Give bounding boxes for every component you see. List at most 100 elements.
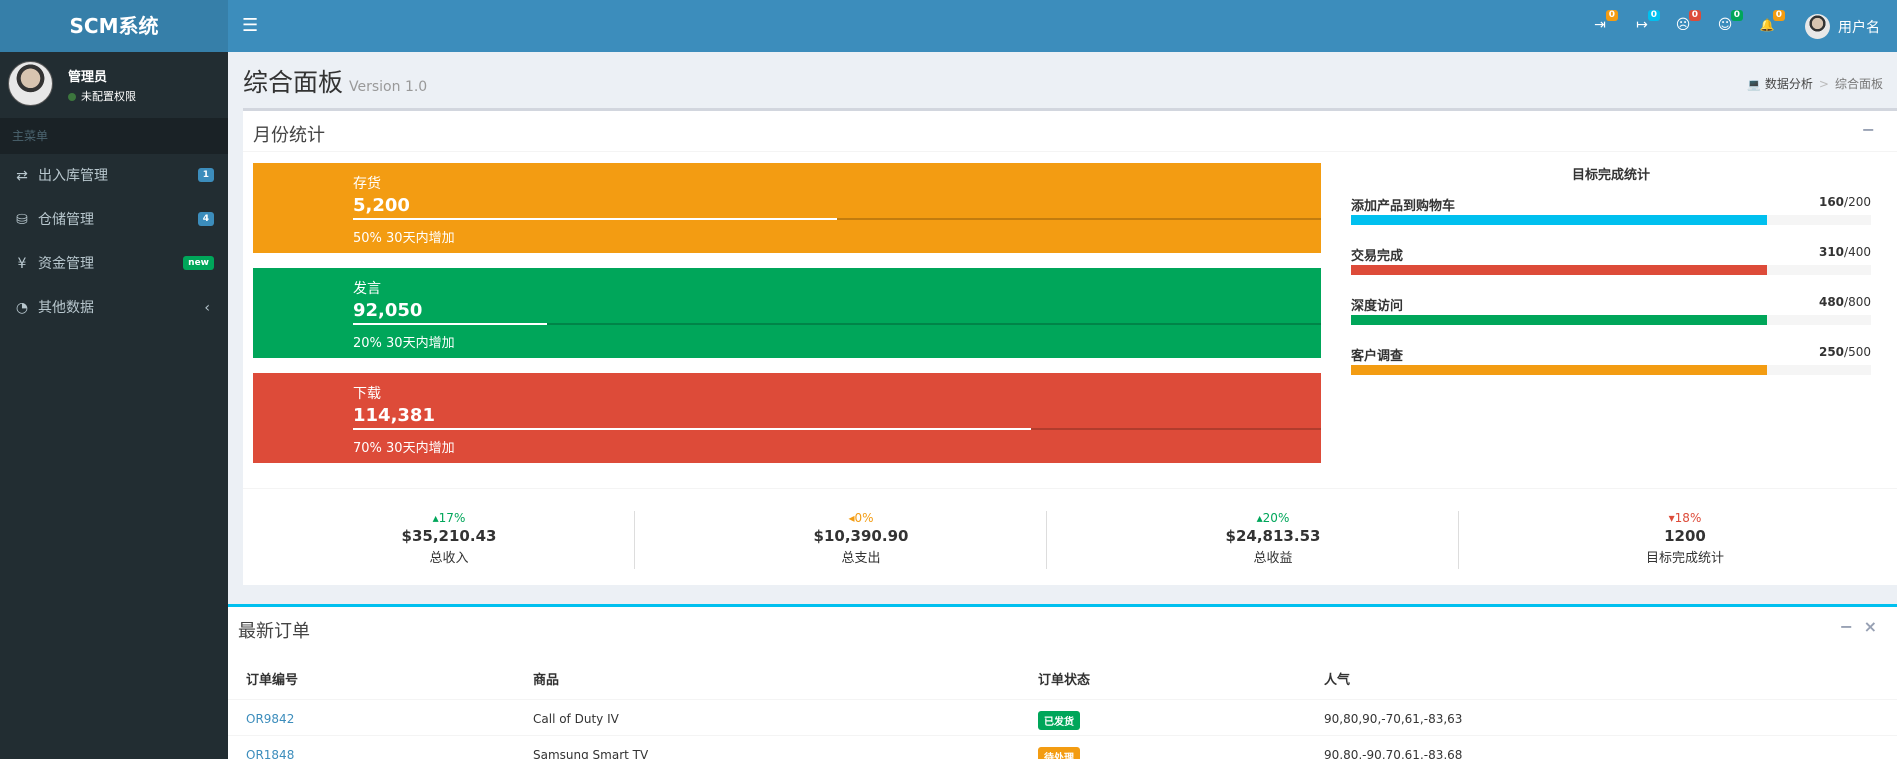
info-box-progress-fill [353, 218, 837, 220]
user-panel: 管理员 未配置权限 [0, 52, 228, 118]
info-box-progress-fill [353, 428, 1031, 430]
sign-out-icon[interactable]: ↦ 0 [1632, 10, 1660, 33]
stat-percent: ▴20% [1067, 511, 1479, 525]
user-menu[interactable]: 用户名 [1838, 20, 1880, 36]
top-navbar: ☰ ⇥ 0 ↦ 0 ☹ 0 ☺ 0 🔔 0 用户名 [228, 0, 1897, 52]
collapse-button[interactable]: − [1861, 120, 1875, 139]
goal-count: 310/400 [1819, 245, 1871, 259]
stat-goal-completion: ▾18% 1200 目标完成统计 [1479, 511, 1891, 566]
goal-progress: 深度访问 480/800 [1351, 295, 1871, 325]
goal-track [1351, 315, 1871, 325]
database-icon: ⛁ [16, 212, 28, 228]
sign-in-icon[interactable]: ⇥ 0 [1590, 10, 1618, 33]
info-box-label: 存货 [353, 176, 381, 192]
sidebar-item-funds[interactable]: ¥ 资金管理 new [0, 242, 228, 286]
info-box-label: 发言 [353, 281, 381, 297]
goal-progress: 添加产品到购物车 160/200 [1351, 195, 1871, 225]
goal-fill [1351, 315, 1767, 325]
order-item: Samsung Smart TV [533, 748, 649, 759]
order-status: 已发货 [1038, 711, 1080, 730]
info-box-progress [353, 218, 1321, 220]
goal-fill [1351, 215, 1767, 225]
info-box-value: 5,200 [353, 195, 410, 216]
sign-in-glyph: ⇥ [1594, 17, 1606, 33]
goal-total: /400 [1844, 245, 1871, 259]
caret-left-icon: ◂ [848, 511, 855, 525]
menu-toggle-icon[interactable]: ☰ [242, 15, 259, 36]
goal-progress: 客户调查 250/500 [1351, 345, 1871, 375]
order-id-link[interactable]: OR9842 [246, 712, 295, 726]
sidebar-item-other[interactable]: ◔ 其他数据 ‹ [0, 286, 228, 330]
notification-badge: 0 [1688, 10, 1701, 21]
sidebar-item-storage[interactable]: ⛁ 仓储管理 4 [0, 198, 228, 242]
divider [243, 151, 1897, 152]
stat-percent: ▴17% [243, 511, 655, 525]
monthly-stats-box: 月份统计 − 存货 5,200 50% 30天内增加 发言 92,050 20%… [243, 108, 1897, 585]
goal-label: 交易完成 [1351, 249, 1404, 264]
box-title: 月份统计 [253, 125, 325, 146]
breadcrumb-separator: > [1818, 77, 1829, 91]
app-logo[interactable]: SCM系统 [0, 0, 228, 52]
exchange-icon: ⇄ [16, 168, 28, 184]
smile-glyph: ☺ [1717, 17, 1733, 33]
sidebar-item-inout[interactable]: ⇄ 出入库管理 1 [0, 154, 228, 198]
frown-icon[interactable]: ☹ 0 [1673, 10, 1701, 33]
order-status: 待处理 [1038, 747, 1080, 759]
order-id-link[interactable]: OR1848 [246, 748, 295, 759]
user-status-text: 未配置权限 [81, 90, 136, 103]
stat-total-income: ▴17% $35,210.43 总收入 [243, 511, 655, 566]
goal-count: 250/500 [1819, 345, 1871, 359]
stat-percent: ▾18% [1479, 511, 1891, 525]
user-avatar[interactable] [1805, 14, 1830, 39]
stat-value: $24,813.53 [1225, 527, 1321, 545]
sidebar-item-label: 资金管理 [38, 256, 94, 272]
info-box-value: 92,050 [353, 300, 423, 321]
latest-orders-box: 最新订单 − × 订单编号 商品 订单状态 人气 OR9842 Call of … [228, 604, 1897, 759]
info-box-value: 114,381 [353, 405, 435, 426]
stat-total-expense: ◂0% $10,390.90 总支出 [655, 511, 1067, 566]
goals-title: 目标完成统计 [1571, 168, 1650, 183]
user-name: 管理员 [68, 70, 108, 85]
goal-count: 480/800 [1819, 295, 1871, 309]
goal-total: /200 [1844, 195, 1871, 209]
stat-percent-value: 20% [1262, 511, 1290, 525]
box-title: 最新订单 [238, 621, 310, 642]
user-status: 未配置权限 [68, 88, 136, 104]
column-header-order-id: 订单编号 [246, 673, 299, 688]
online-dot-icon [68, 93, 76, 101]
table-header-divider [228, 699, 1897, 700]
goal-track [1351, 215, 1871, 225]
goal-total: /800 [1844, 295, 1871, 309]
column-header-item: 商品 [533, 673, 560, 688]
column-header-status: 订单状态 [1038, 673, 1091, 688]
menu-badge: 4 [197, 212, 214, 226]
table-row-divider [228, 735, 1897, 736]
chevron-left-icon: ‹ [204, 300, 210, 316]
bell-icon[interactable]: 🔔 0 [1757, 10, 1785, 33]
info-box-label: 下载 [353, 386, 381, 402]
info-box-desc: 50% 30天内增加 [353, 231, 455, 246]
status-badge: 待处理 [1038, 747, 1080, 759]
yen-icon: ¥ [17, 256, 27, 272]
notification-badge: 0 [1772, 10, 1785, 21]
close-button[interactable]: × [1863, 617, 1877, 636]
stat-label: 目标完成统计 [1645, 551, 1724, 566]
stat-value: $10,390.90 [813, 527, 909, 545]
breadcrumb-parent[interactable]: 数据分析 [1764, 77, 1813, 91]
stat-label: 总收入 [429, 551, 469, 566]
divider [634, 511, 635, 569]
caret-up-icon: ▴ [432, 511, 439, 525]
caret-up-icon: ▴ [1256, 511, 1263, 525]
collapse-button[interactable]: − [1839, 617, 1853, 636]
bell-glyph: 🔔 [1759, 18, 1775, 32]
notification-badge: 0 [1647, 10, 1660, 21]
breadcrumb: 💻 数据分析 > 综合面板 [1747, 75, 1883, 92]
menu-badge: new [183, 256, 214, 270]
order-popularity: 90,80,-90,70,61,-83,68 [1324, 748, 1463, 759]
smile-icon[interactable]: ☺ 0 [1715, 10, 1743, 33]
avatar [8, 61, 53, 106]
stat-total-profit: ▴20% $24,813.53 总收益 [1067, 511, 1479, 566]
goal-done: 480 [1818, 295, 1845, 309]
info-box-progress [353, 323, 1321, 325]
stat-value: 1200 [1664, 527, 1706, 545]
